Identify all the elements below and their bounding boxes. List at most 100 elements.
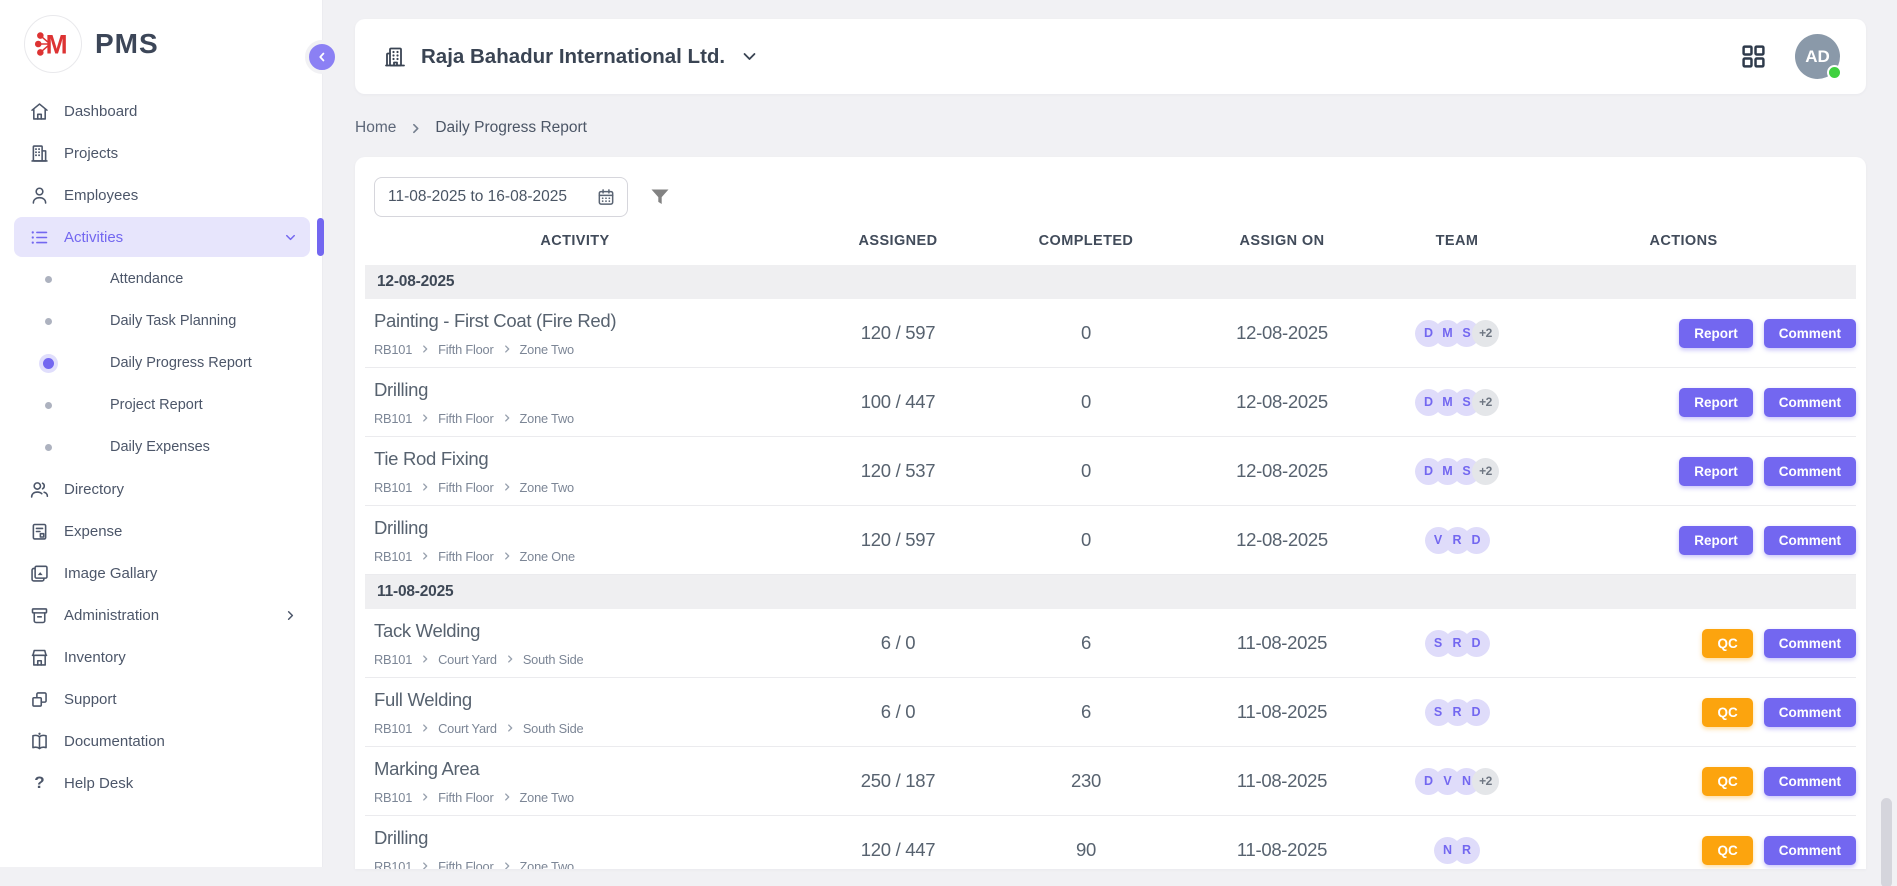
user-avatar[interactable]: AD xyxy=(1795,34,1842,80)
assigned-value: 120 / 597 xyxy=(860,529,936,550)
sidebar-subitem-project-report[interactable]: Project Report xyxy=(0,385,322,425)
sidebar-subitem-attendance[interactable]: Attendance xyxy=(0,259,322,299)
chevron-right-icon xyxy=(420,861,430,869)
sidebar-subitem-daily-task-planning[interactable]: Daily Task Planning xyxy=(0,301,322,341)
qc-button[interactable]: QC xyxy=(1702,628,1753,658)
sidebar-item-directory[interactable]: Directory xyxy=(14,469,310,509)
completed-value: 0 xyxy=(1081,529,1091,550)
table-row: Tack Welding RB101 Court Yard South Side 6 /… xyxy=(365,609,1856,678)
table-row: Drilling RB101 Fifth Floor Zone Two 120 / 44… xyxy=(365,816,1856,869)
report-button[interactable]: Report xyxy=(1679,387,1753,417)
sidebar-subitem-label: Attendance xyxy=(110,271,184,287)
chevron-right-icon xyxy=(420,723,430,733)
sidebar-item-activities[interactable]: Activities xyxy=(14,217,324,257)
team-avatar[interactable]: D xyxy=(1462,526,1490,554)
team-avatar[interactable]: D xyxy=(1462,629,1490,657)
bullet-dot-icon xyxy=(45,401,52,409)
filter-funnel-icon[interactable] xyxy=(648,185,672,209)
activity-cell: Marking Area RB101 Fifth Floor Zone Two xyxy=(365,758,785,805)
team-avatar[interactable]: D xyxy=(1462,698,1490,726)
qc-button[interactable]: QC xyxy=(1702,835,1753,865)
sidebar-item-label: Image Gallary xyxy=(64,564,158,582)
comment-button[interactable]: Comment xyxy=(1763,628,1856,658)
assigned-value: 250 / 187 xyxy=(860,770,936,791)
sidebar-nav: Dashboard Projects Employees Activities Atte… xyxy=(0,81,324,803)
app-logo-row[interactable]: M PMS xyxy=(0,0,322,81)
breadcrumb: Home Daily Progress Report xyxy=(355,116,1865,140)
team-avatar[interactable]: +2 xyxy=(1472,767,1499,795)
activity-title: Drilling xyxy=(374,516,429,538)
actions-cell: QC Comment xyxy=(1511,835,1856,865)
location-segment: RB101 xyxy=(374,341,413,357)
apps-grid-icon[interactable] xyxy=(1740,43,1767,70)
sidebar-collapse-button[interactable] xyxy=(305,40,339,74)
comment-button[interactable]: Comment xyxy=(1763,387,1856,417)
page-scrollbar[interactable] xyxy=(1881,798,1892,886)
report-card: 11-08-2025 to 16-08-2025 ACTIVITY ASSIGNE… xyxy=(355,157,1866,869)
qc-button[interactable]: QC xyxy=(1702,766,1753,796)
sidebar-item-support[interactable]: Support xyxy=(14,679,310,719)
report-button[interactable]: Report xyxy=(1679,456,1753,486)
activity-location: RB101 Fifth Floor Zone Two xyxy=(374,342,785,357)
comment-button[interactable]: Comment xyxy=(1763,697,1856,727)
sidebar-item-label: Dashboard xyxy=(64,102,138,120)
comment-button[interactable]: Comment xyxy=(1763,456,1856,486)
team-avatars: D M S +2 xyxy=(1403,319,1511,347)
sidebar-item-label: Administration xyxy=(64,606,160,624)
sidebar-item-dashboard[interactable]: Dashboard xyxy=(14,91,310,131)
sidebar-item-documentation[interactable]: Documentation xyxy=(14,721,310,761)
comment-button[interactable]: Comment xyxy=(1763,766,1856,796)
comment-button[interactable]: Comment xyxy=(1763,318,1856,348)
col-actions: ACTIONS xyxy=(1649,233,1718,249)
location-segment: RB101 xyxy=(374,410,413,426)
sidebar-item-projects[interactable]: Projects xyxy=(14,133,310,173)
activity-title: Full Welding xyxy=(374,688,472,710)
assign-on-value: 11-08-2025 xyxy=(1236,632,1328,653)
topbar-right: AD xyxy=(1740,34,1842,80)
sidebar-item-help-desk[interactable]: ? Help Desk xyxy=(14,763,310,803)
sidebar-subitem-daily-progress-report[interactable]: Daily Progress Report xyxy=(0,343,322,383)
report-button[interactable]: Report xyxy=(1679,525,1753,555)
location-segment: Zone Two xyxy=(519,479,575,495)
activity-title: Marking Area xyxy=(374,757,480,779)
location-segment: RB101 xyxy=(374,479,413,495)
activity-cell: Tie Rod Fixing RB101 Fifth Floor Zone Two xyxy=(365,448,785,495)
store-icon xyxy=(31,649,48,666)
comment-button[interactable]: Comment xyxy=(1763,525,1856,555)
sidebar-subitem-daily-expenses[interactable]: Daily Expenses xyxy=(0,427,322,467)
date-range-value: 11-08-2025 to 16-08-2025 xyxy=(388,188,567,205)
table-row: Full Welding RB101 Court Yard South Side 6 /… xyxy=(365,678,1856,747)
team-avatar[interactable]: +2 xyxy=(1472,388,1499,416)
sidebar-item-employees[interactable]: Employees xyxy=(14,175,310,215)
team-avatar[interactable]: +2 xyxy=(1472,319,1499,347)
activity-cell: Drilling RB101 Fifth Floor Zone One xyxy=(365,517,785,564)
location-segment: RB101 xyxy=(374,858,413,870)
table-row: Drilling RB101 Fifth Floor Zone Two 100 / 44… xyxy=(365,368,1856,437)
location-segment: Zone Two xyxy=(519,410,575,426)
actions-cell: Report Comment xyxy=(1511,456,1856,486)
actions-cell: QC Comment xyxy=(1511,628,1856,658)
breadcrumb-home[interactable]: Home xyxy=(355,119,397,136)
chevron-down-icon xyxy=(286,234,295,240)
sidebar-subitem-label: Daily Task Planning xyxy=(110,313,237,329)
location-segment: Fifth Floor xyxy=(438,858,494,870)
qc-button[interactable]: QC xyxy=(1702,697,1753,727)
chevron-right-icon xyxy=(420,792,430,802)
report-button[interactable]: Report xyxy=(1679,318,1753,348)
chevron-left-icon xyxy=(319,52,325,62)
date-range-input[interactable]: 11-08-2025 to 16-08-2025 xyxy=(374,177,628,217)
breadcrumb-current: Daily Progress Report xyxy=(435,119,587,136)
sidebar-item-inventory[interactable]: Inventory xyxy=(14,637,310,677)
assigned-value: 100 / 447 xyxy=(860,391,936,412)
company-selector[interactable]: Raja Bahadur International Ltd. xyxy=(383,45,758,69)
sidebar-item-label: Documentation xyxy=(64,732,165,750)
comment-button[interactable]: Comment xyxy=(1763,835,1856,865)
sidebar-item-administration[interactable]: Administration xyxy=(14,595,310,635)
sidebar-item-image-gallary[interactable]: Image Gallary xyxy=(14,553,310,593)
team-avatar[interactable]: R xyxy=(1453,836,1480,864)
location-segment: RB101 xyxy=(374,548,413,564)
completed-value: 0 xyxy=(1081,322,1091,343)
sidebar-item-expense[interactable]: Expense xyxy=(14,511,310,551)
team-avatar[interactable]: +2 xyxy=(1472,457,1499,485)
building-icon xyxy=(385,47,405,66)
